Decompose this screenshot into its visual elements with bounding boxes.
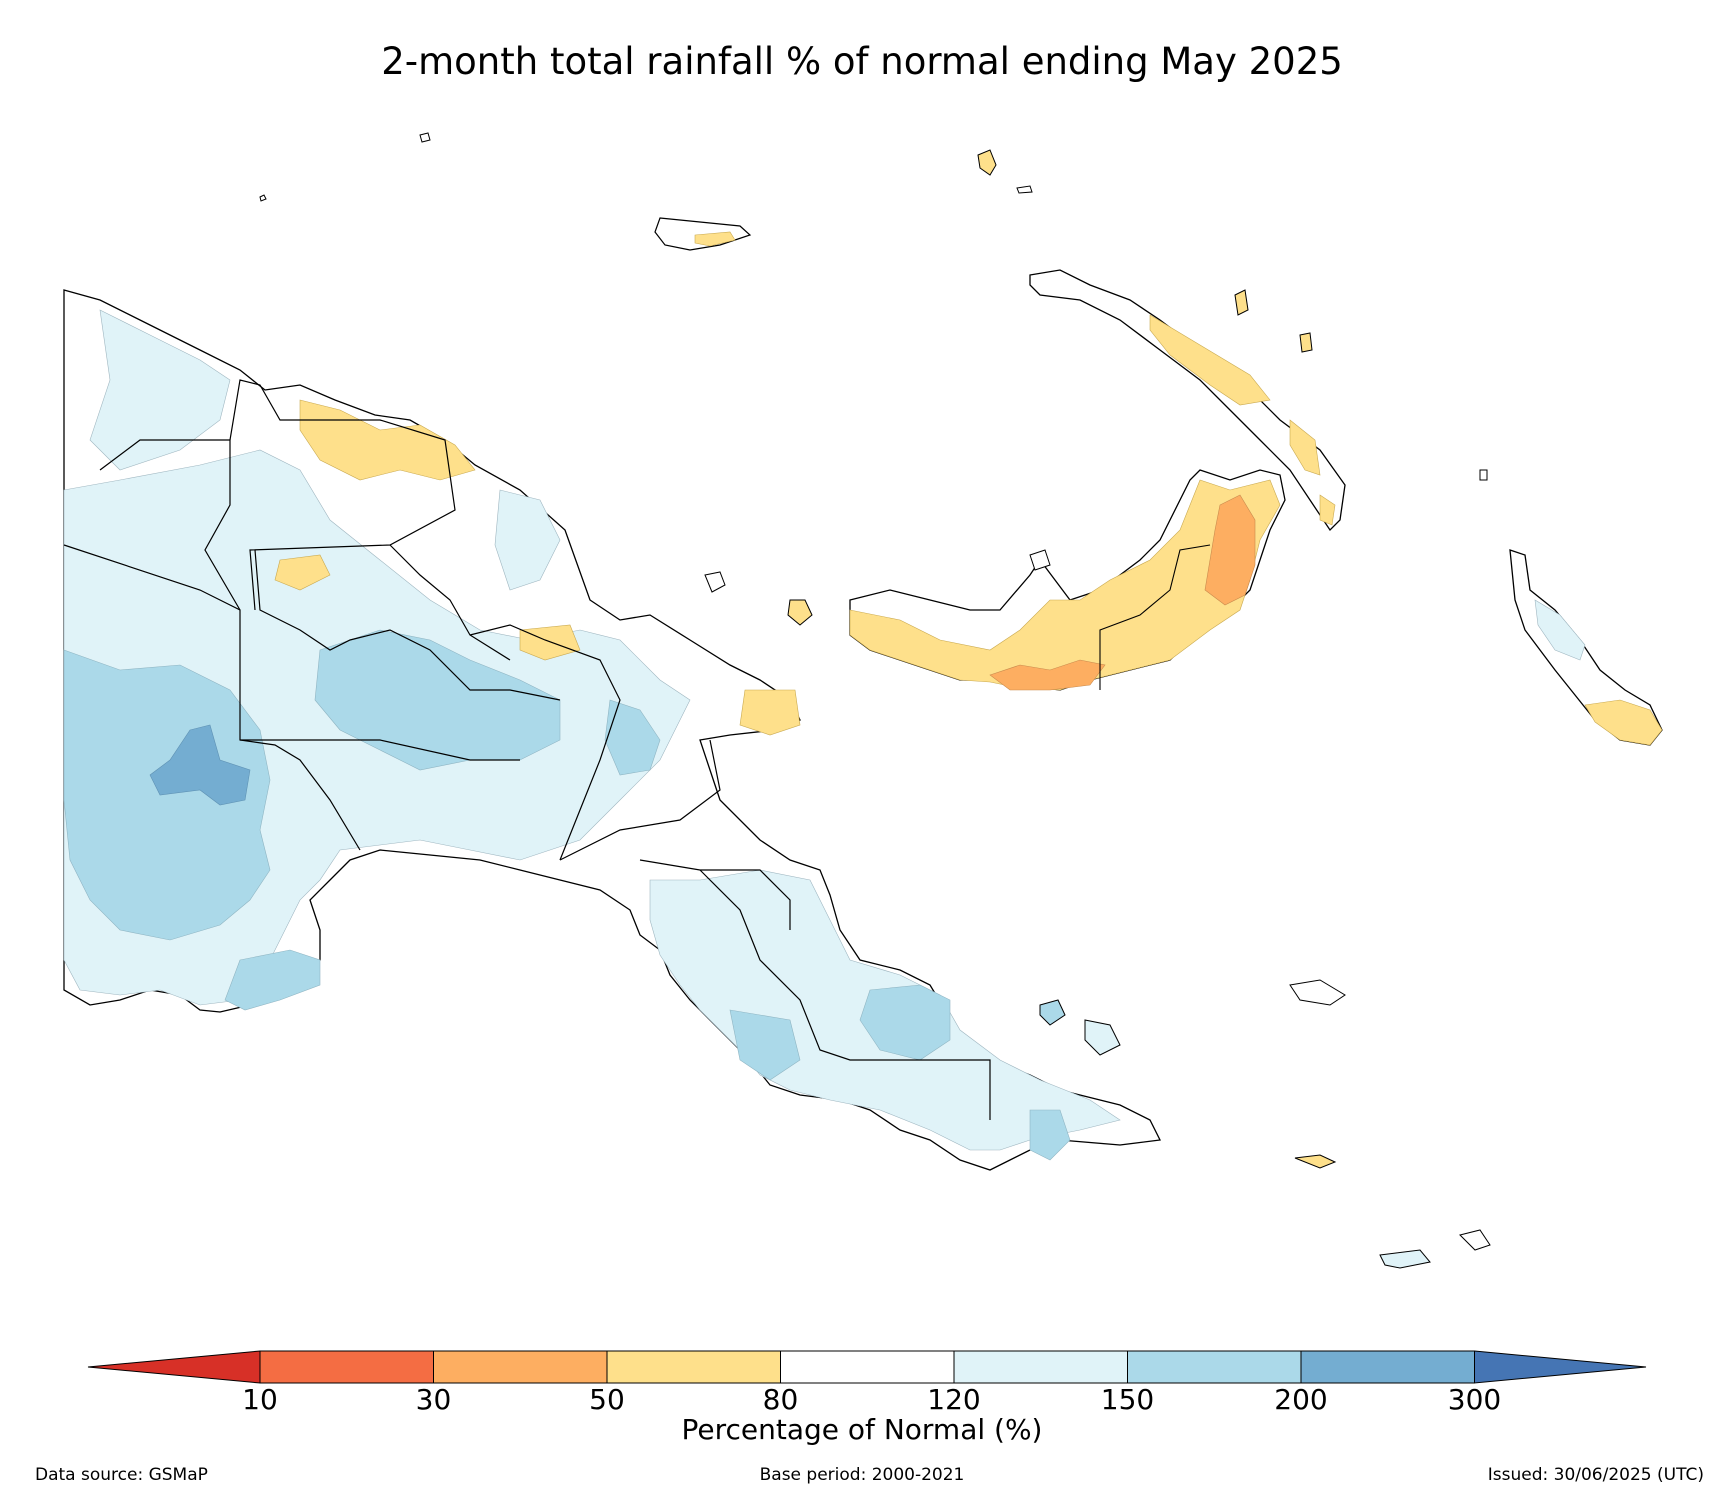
colorbar-seg-30-50 [433, 1350, 608, 1384]
colorbar-seg-50-80 [606, 1350, 781, 1384]
zone-50-80-bougainville [1584, 699, 1663, 746]
data-source-text: Data source: GSMaP [35, 1465, 208, 1485]
zone-150-200-milne [1029, 1109, 1071, 1161]
new-ireland [1029, 269, 1346, 532]
colorbar-seg-200-300 [1300, 1350, 1475, 1384]
mussau-island [977, 149, 997, 176]
colorbar-seg-80-120 [780, 1350, 955, 1384]
karkar-island [787, 599, 813, 626]
province-boundaries [63, 379, 991, 1120]
colorbar-seg-150-200 [1127, 1350, 1302, 1384]
base-period-text: Base period: 2000-2021 [759, 1465, 965, 1485]
ninigo-islands [419, 132, 431, 143]
zone-120-150-bougainville [1534, 599, 1586, 661]
colorbar-seg-120-150 [953, 1350, 1128, 1384]
bougainville [1509, 549, 1663, 746]
colorbar-tick-120: 120 [927, 1383, 981, 1416]
fergusson-island [1084, 1019, 1121, 1056]
zone-150-200-gulf [729, 1009, 801, 1081]
new-ireland-landmass [1029, 269, 1346, 532]
zone-50-80-manus [694, 231, 736, 247]
zone-150-200-highlands [314, 629, 561, 771]
new-britain [849, 469, 1286, 691]
zone-150-200-central [604, 699, 661, 776]
colorbar-extend-low [87, 1350, 261, 1384]
issued-text: Issued: 30/06/2025 (UTC) [1487, 1465, 1704, 1485]
trobriand-island [1039, 999, 1066, 1026]
umboi-island [1029, 549, 1051, 571]
rossel-island [1459, 1229, 1491, 1251]
colorbar-segments [87, 1350, 1647, 1384]
zone-150-200-papuan [859, 984, 951, 1061]
zone-120-150-sepik [494, 489, 561, 591]
zone-200-300-western [149, 724, 251, 806]
mainland [63, 289, 1161, 1171]
rainfall-map [63, 132, 1663, 1269]
zone-30-50-new-britain-east [1204, 494, 1256, 606]
colorbar-tick-10: 10 [242, 1383, 278, 1416]
zone-50-80-new-ireland-tip [1319, 494, 1336, 526]
misima-island [1294, 1154, 1337, 1169]
colorbar-tick-300: 300 [1447, 1383, 1502, 1416]
zone-50-80-madang [739, 689, 801, 736]
zone-50-80-ramu [519, 624, 581, 661]
long-island [704, 571, 726, 593]
woodlark-island [1289, 979, 1346, 1006]
manus [654, 217, 752, 251]
colorbar-extend-high [1474, 1350, 1647, 1384]
colorbar-title: Percentage of Normal (%) [681, 1413, 1043, 1446]
zone-30-50-new-britain-south [989, 659, 1106, 691]
zone-50-80-inland [274, 554, 331, 591]
zone-150-200-fly [63, 649, 271, 941]
emirau-island [1016, 185, 1033, 194]
zone-50-80-new-ireland [1149, 314, 1271, 406]
colorbar-tick-80: 80 [762, 1383, 799, 1416]
colorbar-tick-50: 50 [589, 1383, 625, 1416]
nissan-island [1479, 469, 1488, 481]
wuvulu-island [259, 194, 267, 202]
map-title: 2-month total rainfall % of normal endin… [381, 40, 1343, 83]
colorbar-seg-10-30 [259, 1350, 434, 1384]
tabar-island [1299, 332, 1313, 353]
colorbar-tick-150: 150 [1100, 1383, 1155, 1416]
sudest-island [1379, 1249, 1431, 1269]
zone-50-80-new-ireland-south [1289, 419, 1321, 476]
new-britain-boundary [1099, 544, 1211, 690]
small-islands [259, 132, 1491, 1269]
lihir-island [1234, 289, 1249, 316]
zone-150-200-south [224, 949, 321, 1011]
zone-120-150-north [89, 309, 231, 471]
colorbar-tick-30: 30 [415, 1383, 452, 1416]
colorbar-tick-200: 200 [1274, 1383, 1328, 1416]
